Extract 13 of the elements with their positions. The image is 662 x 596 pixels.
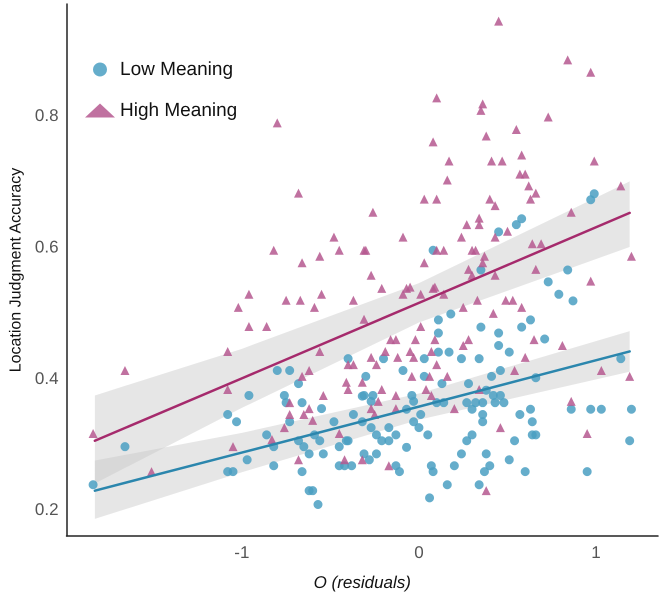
y-tick-label: 0.8 (34, 106, 59, 126)
y-tick-label: 0.4 (34, 368, 59, 388)
x-tick-label: 0 (414, 543, 424, 562)
y-axis-title: Location Judgment Accuracy (8, 168, 24, 372)
line-series (94, 212, 631, 442)
x-axis-title: O (residuals) (314, 573, 411, 592)
legend-label: High Meaning (120, 100, 238, 121)
x-tick-label: -1 (234, 543, 250, 562)
x-tick-label: 1 (591, 543, 601, 562)
y-tick-label: 0.6 (34, 238, 59, 257)
line-series (94, 350, 631, 492)
y-tick-label: 0.2 (34, 500, 59, 520)
legend-label: Low Meaning (120, 59, 234, 80)
